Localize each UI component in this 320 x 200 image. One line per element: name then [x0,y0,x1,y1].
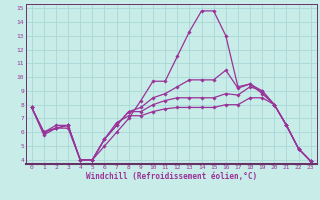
X-axis label: Windchill (Refroidissement éolien,°C): Windchill (Refroidissement éolien,°C) [86,172,257,181]
